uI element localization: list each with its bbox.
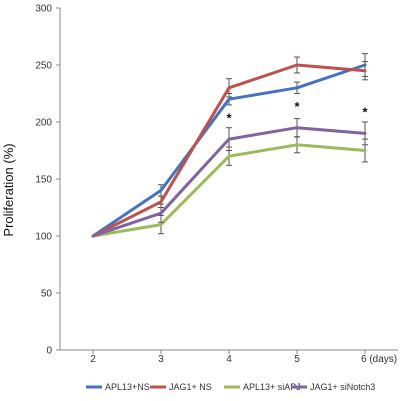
x-tick-label: 6 (days) [361,354,397,365]
significance-asterisk: * [226,110,232,125]
y-tick-label: 200 [35,118,52,129]
data-point [159,189,163,192]
series-1 [91,53,368,238]
x-tick-label: 2 [90,354,96,365]
y-tick-label: 100 [35,232,52,243]
y-axis-ticks: 0 50 100 150 200 250 300 [35,4,60,357]
data-point [159,223,163,226]
data-point [159,212,163,215]
data-point [295,86,299,90]
data-point [363,149,367,152]
significance-markers: * * * [226,99,368,125]
legend-label: APL13+NS [105,382,150,392]
data-point [227,86,231,90]
data-point [295,143,299,146]
x-axis-ticks: 2 3 4 5 6 (days) [90,350,397,365]
legend-item: APL13+NS [86,382,150,392]
data-point [295,63,299,67]
y-tick-label: 150 [35,175,52,186]
data-point [91,234,95,238]
data-point [295,126,299,129]
x-tick-label: 3 [158,354,164,365]
axes [59,8,398,351]
legend-item: JAG1+ siNotch3 [291,382,375,392]
series-2 [91,56,368,238]
data-point [227,98,231,101]
legend-item: JAG1+ NS [150,382,212,392]
data-point [227,137,231,141]
y-tick-label: 50 [41,289,53,300]
y-axis-title: Proliferation (%) [1,143,16,236]
y-tick-label: 250 [35,61,52,72]
legend-label: JAG1+ siNotch3 [310,382,375,392]
legend-label: JAG1+ NS [169,382,212,392]
data-point [363,69,367,72]
data-point [159,200,163,203]
series-lines [91,53,368,238]
significance-asterisk: * [294,99,300,114]
significance-asterisk: * [362,105,368,120]
y-tick-label: 300 [35,4,52,15]
x-tick-label: 5 [294,354,300,365]
data-point [363,132,367,135]
legend-item: APL13+ siAPJ [224,382,301,392]
series-4 [91,118,368,238]
legend: APL13+NS JAG1+ NS APL13+ siAPJ JAG1+ siNotc… [86,382,375,392]
x-tick-label: 4 [226,354,232,365]
legend-label: APL13+ siAPJ [243,382,301,392]
y-tick-label: 0 [46,346,52,357]
data-point [227,155,231,158]
